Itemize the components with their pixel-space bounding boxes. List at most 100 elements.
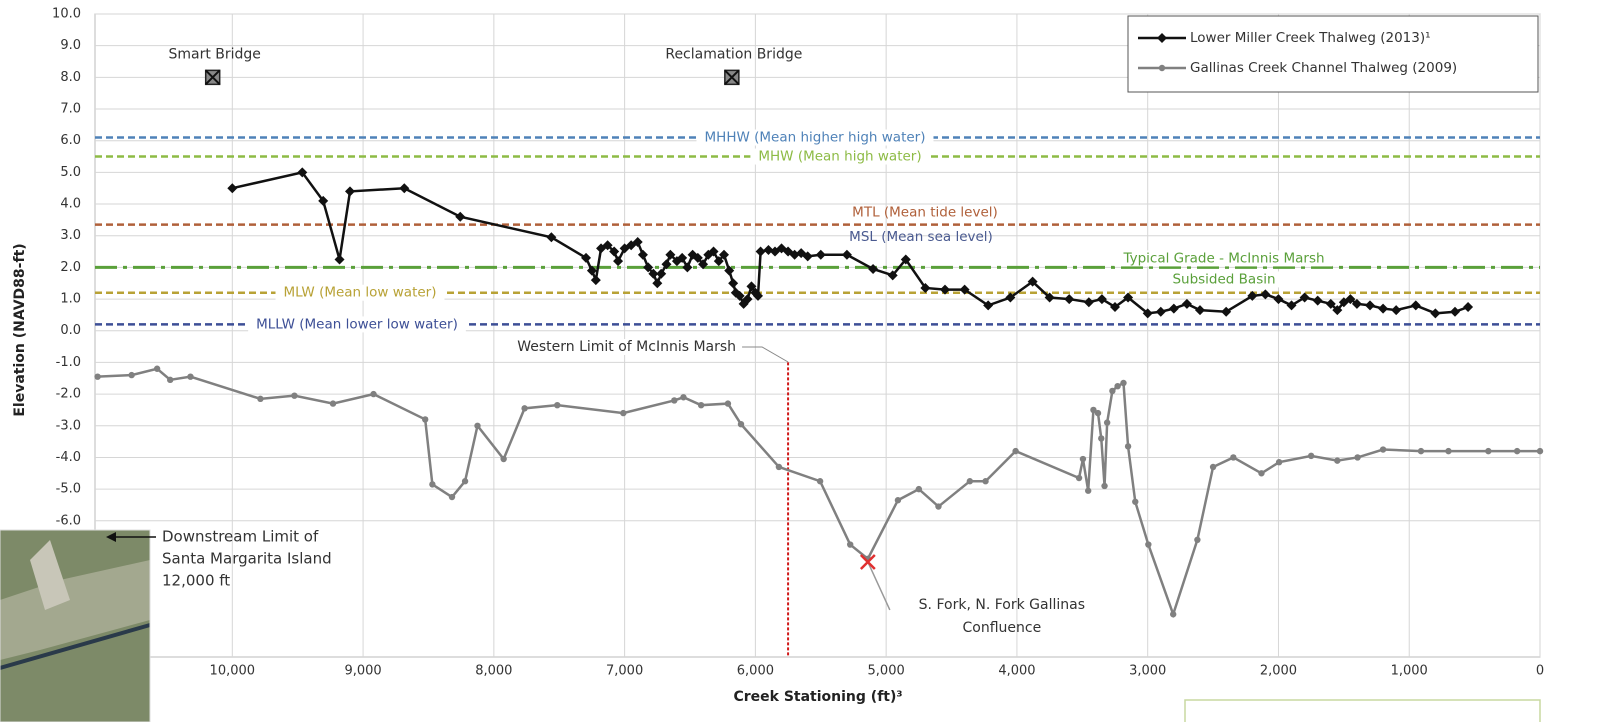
x-tick-label: 1,000 xyxy=(1391,664,1428,679)
x-tick-label: 4,000 xyxy=(998,664,1035,679)
y-tick-label: -3.0 xyxy=(56,418,81,433)
data-point xyxy=(1080,456,1086,462)
x-tick-label: 8,000 xyxy=(475,664,512,679)
vertical-line-label: Western Limit of McInnis Marsh xyxy=(517,339,736,355)
data-point xyxy=(1308,453,1314,459)
data-point xyxy=(680,394,686,400)
data-point xyxy=(728,278,738,288)
partial-box xyxy=(1185,700,1540,722)
map-thumbnail xyxy=(0,530,150,722)
data-point xyxy=(399,183,409,193)
data-point xyxy=(227,183,237,193)
chart: Elevation (NAVD88-ft) Creek Stationing (… xyxy=(0,0,1604,722)
y-tick-label: 3.0 xyxy=(60,228,81,243)
data-point xyxy=(167,377,173,383)
data-point xyxy=(1378,304,1388,314)
bridge-label: Smart Bridge xyxy=(168,46,260,62)
data-point xyxy=(1182,299,1192,309)
data-point xyxy=(842,250,852,260)
data-point xyxy=(1064,294,1074,304)
data-point xyxy=(1120,380,1126,386)
data-point xyxy=(1076,475,1082,481)
data-point xyxy=(1485,448,1491,454)
data-point xyxy=(1169,304,1179,314)
data-point xyxy=(330,400,336,406)
data-point xyxy=(698,402,704,408)
reference-label: MHW (Mean high water) xyxy=(758,149,921,165)
data-point xyxy=(1450,307,1460,317)
point-label: Confluence xyxy=(962,620,1041,636)
data-point xyxy=(1194,537,1200,543)
data-point xyxy=(1273,294,1283,304)
legend-marker xyxy=(1159,65,1165,71)
reference-label: MLLW (Mean lower low water) xyxy=(256,316,458,332)
data-point xyxy=(656,269,666,279)
x-tick-label: 0 xyxy=(1536,664,1544,679)
data-point xyxy=(935,503,941,509)
data-point xyxy=(1109,388,1115,394)
data-point xyxy=(725,400,731,406)
data-point xyxy=(1012,448,1018,454)
data-point xyxy=(521,405,527,411)
data-point xyxy=(638,250,648,260)
data-point xyxy=(1260,289,1270,299)
data-point xyxy=(455,212,465,222)
data-point xyxy=(345,186,355,196)
data-point xyxy=(1514,448,1520,454)
data-point xyxy=(449,494,455,500)
data-point xyxy=(1145,541,1151,547)
reference-lines xyxy=(95,138,1540,657)
y-tick-label: 7.0 xyxy=(60,102,81,117)
point-label: S. Fork, N. Fork Gallinas xyxy=(919,597,1085,613)
data-point xyxy=(1195,305,1205,315)
data-point xyxy=(1156,307,1166,317)
data-point xyxy=(738,421,744,427)
labels: 10.09.08.07.06.05.04.03.02.01.00.0-1.0-2… xyxy=(52,7,1544,679)
legend-label: Lower Miller Creek Thalweg (2013)¹ xyxy=(1190,30,1431,46)
callout-text: 12,000 ft xyxy=(162,572,230,590)
reference-label: MHHW (Mean higher high water) xyxy=(705,130,926,146)
legend: Lower Miller Creek Thalweg (2013)¹Gallin… xyxy=(1128,16,1538,92)
x-tick-label: 10,000 xyxy=(210,664,256,679)
data-point xyxy=(1258,470,1264,476)
data-point xyxy=(462,478,468,484)
y-tick-label: 6.0 xyxy=(60,133,81,148)
data-point xyxy=(500,456,506,462)
x-tick-label: 5,000 xyxy=(868,664,905,679)
page: {"chart_data": { "type": "line", "x_labe… xyxy=(0,0,1604,722)
data-point xyxy=(967,478,973,484)
data-point xyxy=(982,478,988,484)
data-point xyxy=(776,464,782,470)
data-point xyxy=(1334,457,1340,463)
data-point xyxy=(291,392,297,398)
x-tick-label: 7,000 xyxy=(606,664,643,679)
data-point xyxy=(1104,419,1110,425)
data-point xyxy=(847,541,853,547)
y-tick-label: -4.0 xyxy=(56,450,81,465)
data-point xyxy=(429,481,435,487)
data-point xyxy=(652,278,662,288)
x-tick-label: 6,000 xyxy=(737,664,774,679)
data-point xyxy=(1463,302,1473,312)
data-point xyxy=(613,256,623,266)
data-point xyxy=(620,410,626,416)
y-tick-label: 8.0 xyxy=(60,70,81,85)
y-tick-label: 9.0 xyxy=(60,38,81,53)
y-tick-label: 4.0 xyxy=(60,197,81,212)
data-point xyxy=(257,396,263,402)
data-point xyxy=(422,416,428,422)
data-point xyxy=(1230,454,1236,460)
data-point xyxy=(1098,435,1104,441)
data-point xyxy=(895,497,901,503)
data-point xyxy=(94,373,100,379)
bridge-label: Reclamation Bridge xyxy=(665,46,802,62)
data-point xyxy=(591,275,601,285)
data-point xyxy=(1276,459,1282,465)
data-point xyxy=(1101,483,1107,489)
data-point xyxy=(817,478,823,484)
data-point xyxy=(1210,464,1216,470)
data-point xyxy=(187,373,193,379)
x-tick-label: 2,000 xyxy=(1260,664,1297,679)
data-point xyxy=(1095,410,1101,416)
y-tick-label: 5.0 xyxy=(60,165,81,180)
